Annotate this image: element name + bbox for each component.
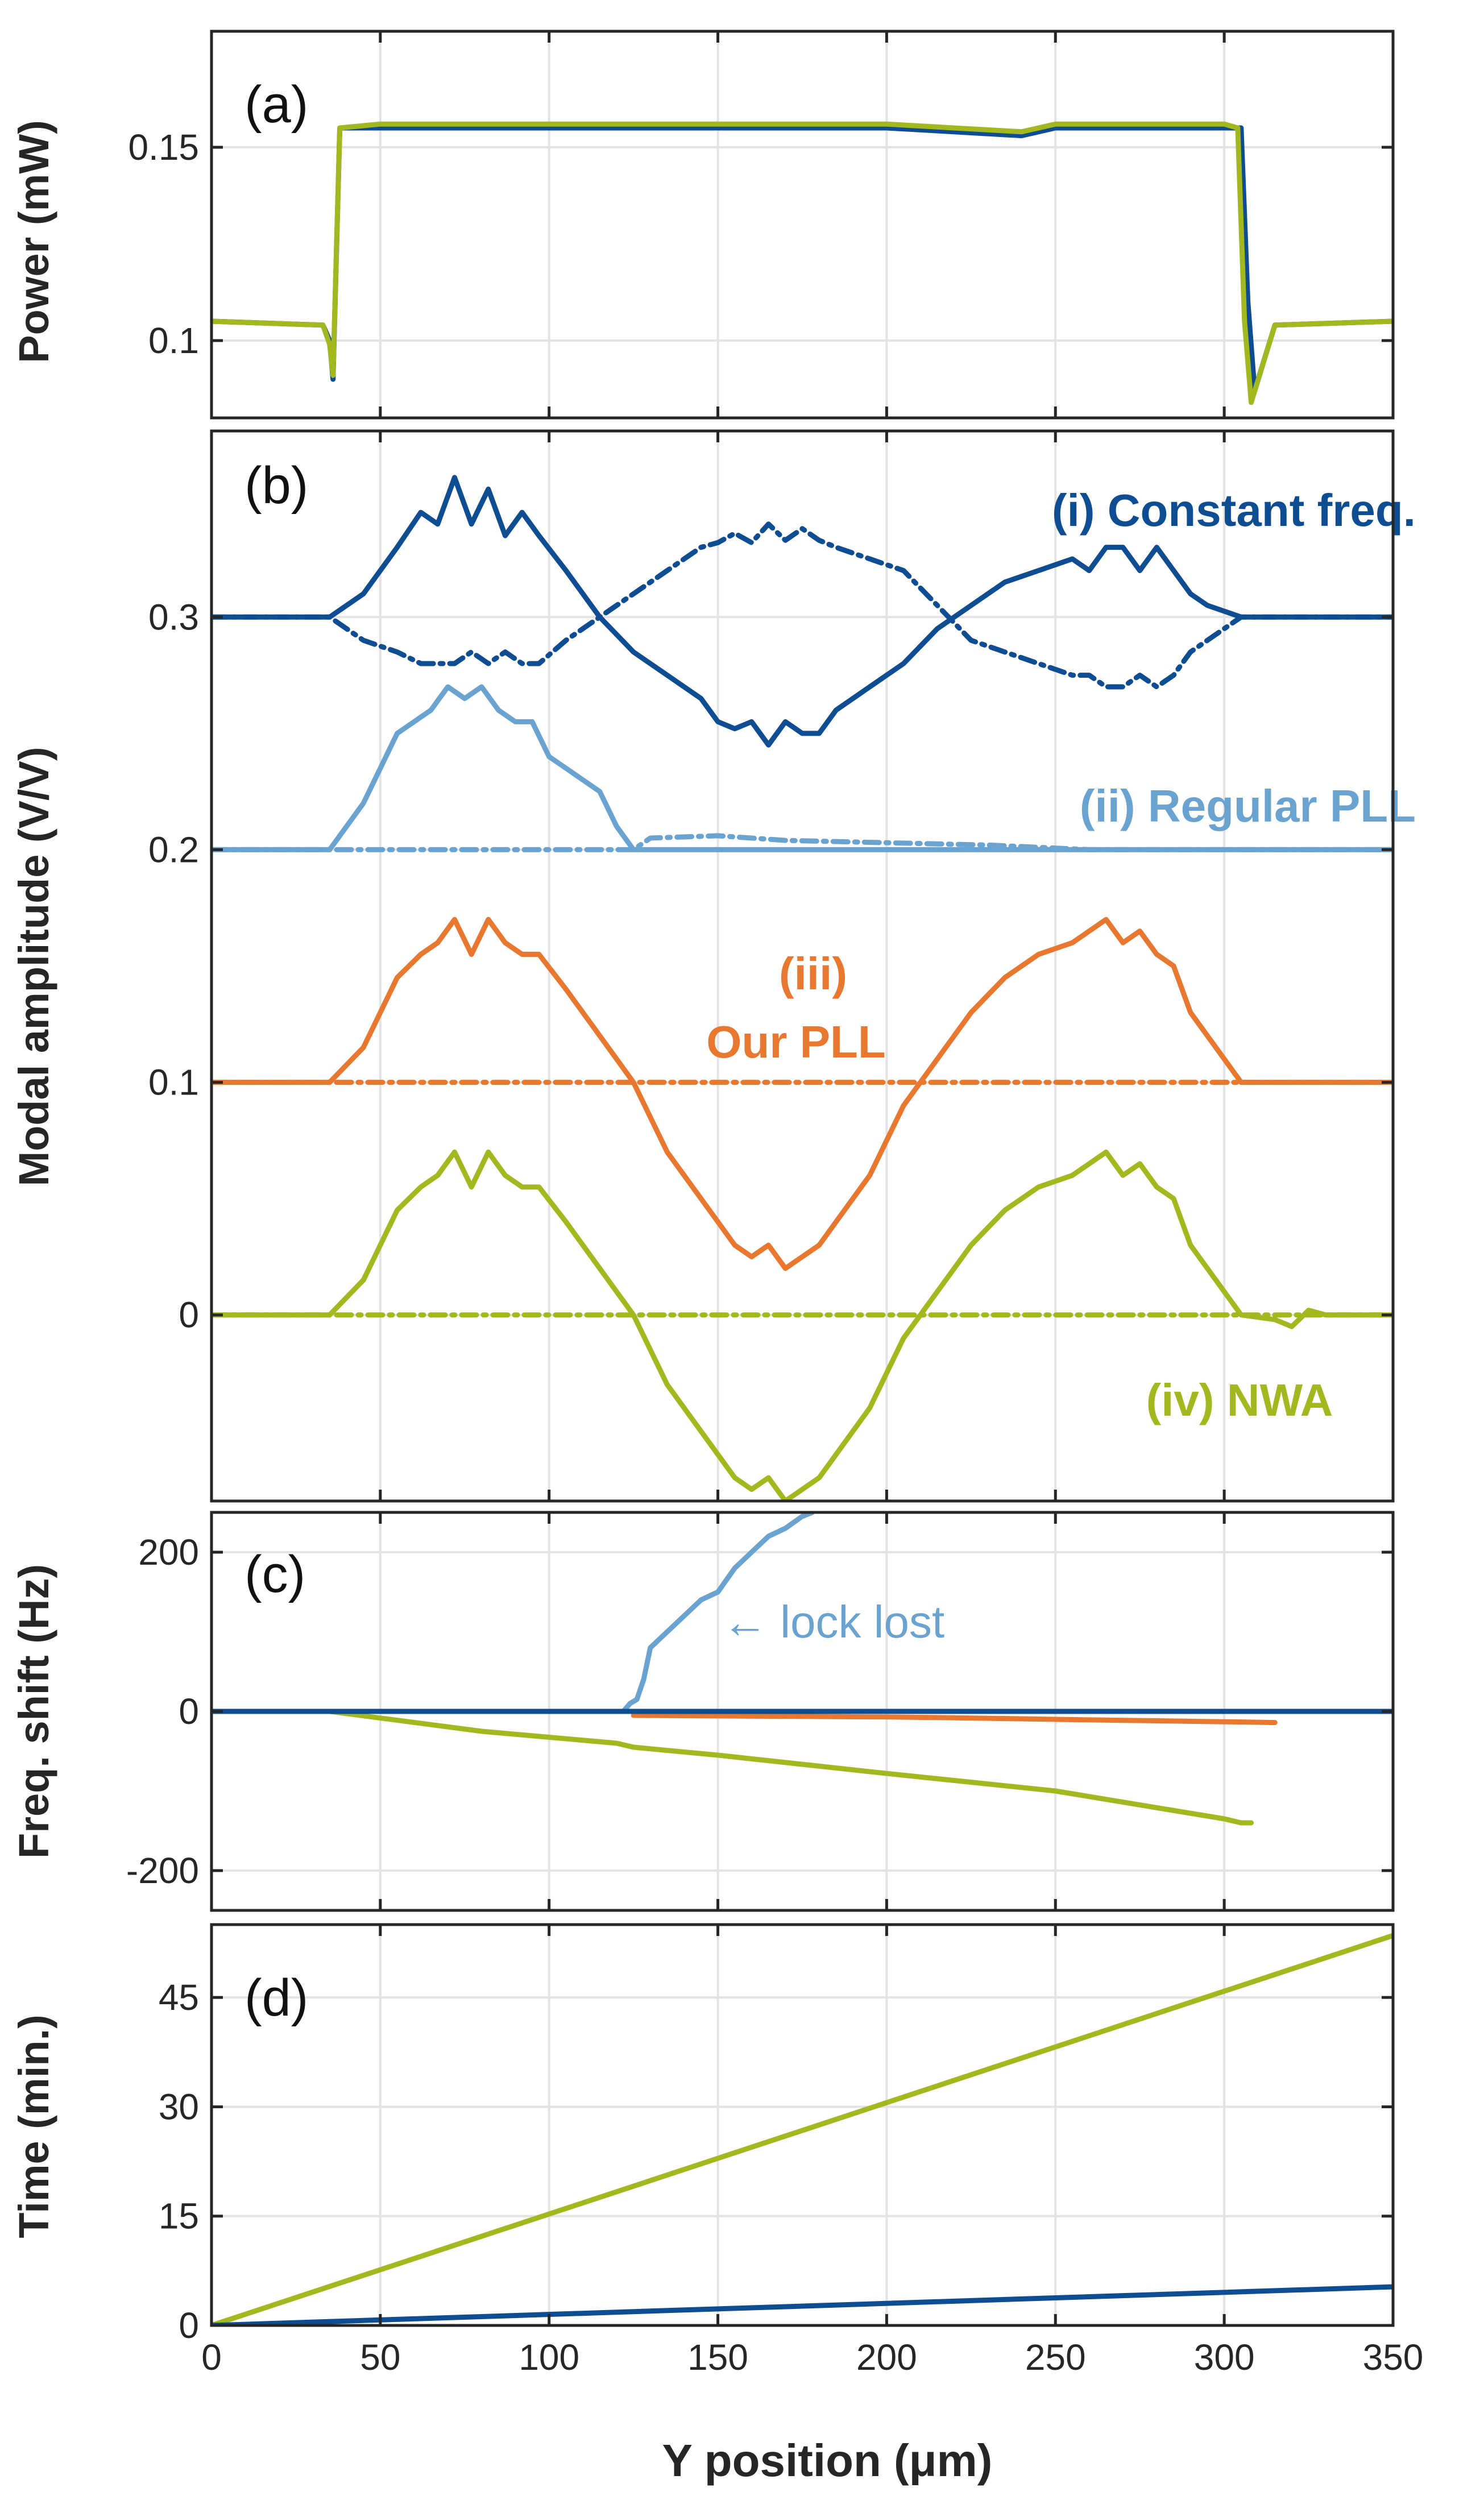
panel-label-b: (b) [244,457,308,515]
x-tick-label: 150 [687,2337,748,2378]
series-line-1-1 [212,521,1393,690]
panel-d: (d) Time (min.) Y position (μm) 0 15 30 45 0… [10,1923,1424,2486]
series-group [212,121,1393,405]
y-axis-label-time: Time (min.) [10,2014,57,2238]
y-tick-label: 0.3 [148,596,199,637]
series-line-1-3 [212,833,1393,852]
series-line-2-2 [327,1709,1254,1826]
panel-b: (b) Modal amplitude (V/V) (i) Constant f… [10,429,1416,1503]
x-axis-label: Y position (μm) [662,2435,993,2486]
x-tick-label: 250 [1025,2337,1086,2378]
y-tick-label: -200 [126,1850,199,1891]
annotation-our-pll: Our PLL [706,1017,886,1067]
y-tick-label: 200 [138,1532,199,1573]
panel-c: (c) Freq. shift (Hz) ← lock lost -200 0 20… [10,1511,1395,1912]
series-line-1-0 [212,475,1393,748]
y-axis-label-power: Power (mW) [10,120,57,363]
panel-label-a: (a) [244,76,308,134]
x-tick-label: 100 [519,2337,579,2378]
x-tick-label: 300 [1194,2337,1255,2378]
y-axis-label-modal-amplitude: Modal amplitude (V/V) [10,747,57,1187]
series-group [212,1512,1393,1826]
x-tick-label: 50 [360,2337,400,2378]
series-line-2-1 [631,1713,1278,1726]
y-tick-label: 0 [179,1295,199,1336]
series-line-1-6 [212,1149,1393,1501]
x-tick-label: 350 [1363,2337,1424,2378]
annotation-constant-freq: (i) Constant freq. [1052,485,1416,536]
y-tick-label: 0 [179,2305,199,2346]
series-line-2-0 [212,1512,815,1714]
panel-label-c: (c) [244,1545,305,1603]
series-line-3-1 [212,2284,1393,2325]
y-tick-label: 0.1 [148,1062,199,1103]
annotation-regular-pll: (ii) Regular PLL [1080,781,1416,831]
y-tick-label: 45 [159,1977,199,2018]
y-tick-label: 0.1 [148,320,199,361]
y-axis-label-freq-shift: Freq. shift (Hz) [10,1564,57,1859]
plot-area [212,31,1393,418]
series-line-0-1 [212,121,1393,405]
annotation-our-pll-numeral: (iii) [779,948,847,999]
x-tick-label: 0 [201,2337,222,2378]
y-tick-label: 15 [159,2196,199,2237]
series-line-1-4 [212,917,1393,1271]
y-tick-label: 0.2 [148,829,199,870]
series-group [212,1933,1393,2325]
axes-frame [210,429,1395,1503]
series-line-3-0 [212,1933,1393,2325]
panel-label-d: (d) [244,1969,308,2027]
panel-a: (a) Power (mW) 0.1 0.15 [10,30,1395,420]
annotation-nwa: (iv) NWA [1146,1375,1333,1425]
axes-frame [210,1923,1395,2327]
annotation-lock-lost: ← lock lost [722,1597,944,1647]
axes-frame [210,30,1395,420]
series-group [212,475,1393,1501]
y-tick-label: 0 [179,1691,199,1732]
series-line-1-2 [212,684,1393,852]
y-tick-label: 30 [159,2086,199,2127]
x-tick-label: 200 [856,2337,917,2378]
y-tick-label: 0.15 [128,127,199,168]
